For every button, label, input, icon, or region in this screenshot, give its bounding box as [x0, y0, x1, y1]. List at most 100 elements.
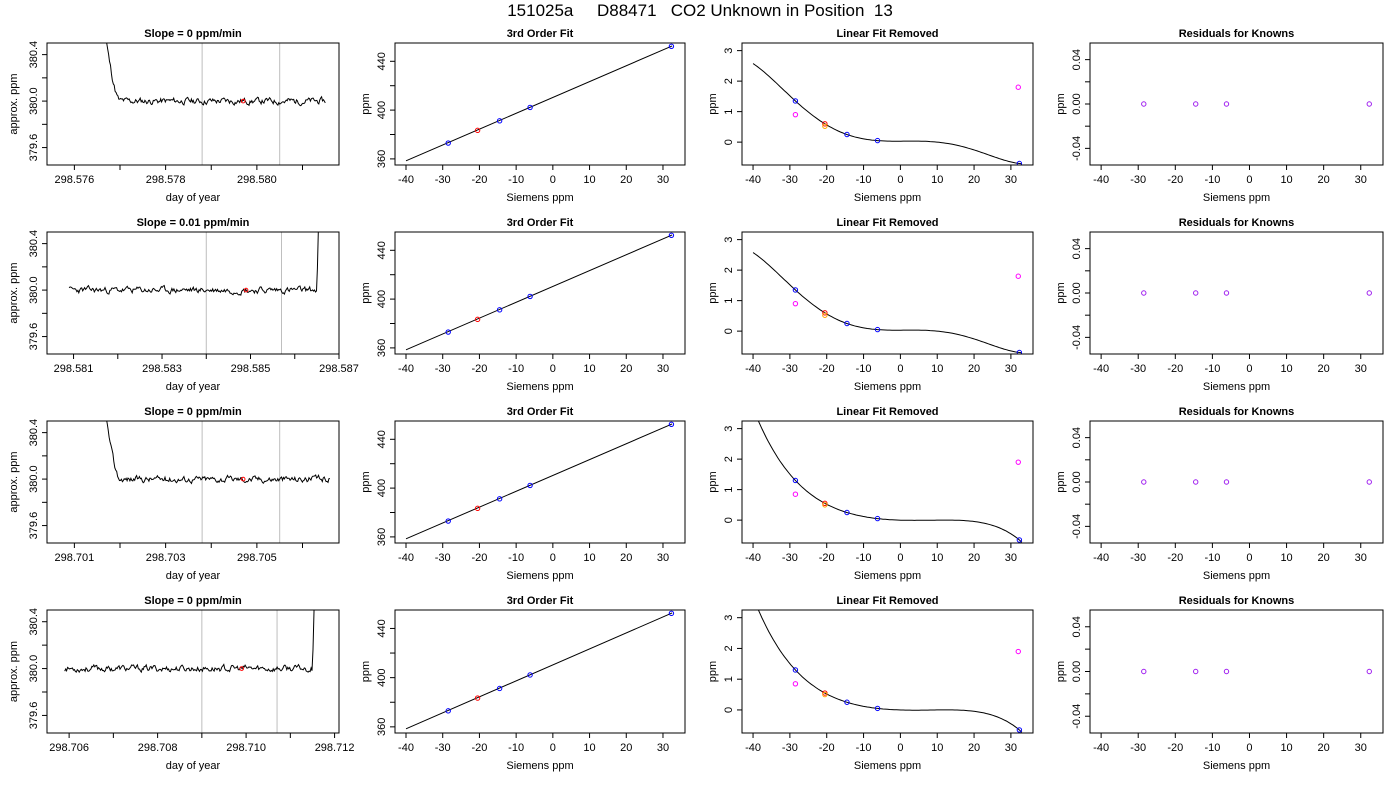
data-point — [1366, 290, 1372, 296]
data-point — [527, 672, 533, 678]
panel-title: Linear Fit Removed — [836, 217, 938, 229]
x-tick-label: -40 — [745, 174, 761, 186]
x-tick-label: -30 — [782, 742, 798, 754]
x-axis-label: Siemens ppm — [854, 760, 921, 772]
x-tick-label: 0 — [897, 552, 903, 564]
x-tick-label: -20 — [819, 552, 835, 564]
data-point — [445, 140, 451, 146]
plot-frame — [394, 420, 686, 544]
x-tick-label: 0 — [897, 363, 903, 375]
x-tick-label: 30 — [1005, 363, 1017, 375]
x-tick-label: -40 — [1093, 742, 1109, 754]
x-tick-label: 298.583 — [142, 363, 182, 375]
x-axis-label: Siemens ppm — [506, 570, 573, 582]
x-tick-label: 298.706 — [49, 742, 89, 754]
data-point — [822, 691, 828, 698]
x-tick-label: -40 — [398, 742, 414, 754]
panel-third-order-fit-row-3: 3rd Order Fit -40 -30 -20 -10 0 10 20 30 Siemens … — [360, 595, 686, 772]
x-tick-label: -20 — [471, 363, 487, 375]
data-point — [474, 695, 481, 701]
y-tick-label: 380.4 — [28, 41, 40, 69]
y-tick-label: 3 — [723, 426, 735, 432]
y-axis-label: ppm — [1055, 93, 1067, 114]
x-tick-label: -30 — [1130, 742, 1146, 754]
y-tick-label: 3 — [723, 237, 735, 243]
data-point — [1016, 160, 1023, 165]
panel-title: Slope = 0 ppm/min — [144, 595, 242, 607]
data-point — [792, 477, 799, 484]
data-point — [474, 505, 481, 512]
panel-time-series-row-2: Slope = 0 ppm/min 298.701 298.703 298.705 da… — [8, 406, 340, 582]
x-tick-label: 30 — [1355, 174, 1367, 186]
x-tick-label: -10 — [856, 552, 872, 564]
panel-title: Linear Fit Removed — [836, 406, 938, 418]
plot-frame — [741, 231, 1034, 355]
x-axis-label: Siemens ppm — [1203, 381, 1270, 393]
data-point — [1141, 479, 1147, 485]
y-axis-label: ppm — [360, 93, 372, 114]
y-tick-label: 0.00 — [1071, 661, 1083, 682]
x-tick-label: -10 — [856, 742, 872, 754]
y-tick-label: 1 — [723, 298, 735, 304]
data-point — [496, 118, 503, 124]
plot-frame — [394, 42, 686, 166]
x-tick-label: 0 — [897, 742, 903, 754]
data-point — [874, 515, 881, 522]
data-point — [844, 320, 850, 327]
y-tick-label: 0 — [723, 517, 735, 523]
plot-frame — [46, 420, 340, 544]
data-point — [792, 300, 799, 307]
y-tick-label: 440 — [376, 241, 388, 259]
data-point — [1015, 459, 1021, 465]
y-tick-label: 400 — [376, 101, 388, 119]
panel-linear-fit-removed-row-2: Linear Fit Removed-40 -30 -20 -10 0 10 20 30Sie… — [707, 406, 1034, 582]
data-point — [527, 482, 533, 489]
x-tick-label: 298.581 — [54, 363, 94, 375]
x-tick-label: -10 — [856, 174, 872, 186]
data-point — [1193, 101, 1199, 107]
data-point — [822, 121, 828, 127]
x-axis-label: Siemens ppm — [506, 192, 573, 204]
data-point — [1016, 727, 1023, 733]
plot-area — [405, 421, 675, 540]
data-point — [1223, 668, 1230, 675]
x-tick-label: 30 — [1005, 742, 1017, 754]
data-point — [445, 708, 451, 714]
x-tick-label: -10 — [856, 363, 872, 375]
y-axis-label: approx. ppm — [8, 262, 20, 323]
x-tick-label: -10 — [508, 174, 524, 186]
x-tick-label: 20 — [968, 363, 980, 375]
x-tick-label: 20 — [1318, 174, 1330, 186]
x-tick-label: 20 — [1318, 742, 1330, 754]
data-point — [1016, 349, 1023, 354]
x-tick-label: 298.585 — [231, 363, 271, 375]
panel-linear-fit-removed-row-3: Linear Fit Removed-40 -30 -20 -10 0 10 20 30Sie… — [707, 595, 1034, 772]
x-tick-label: 0 — [1246, 174, 1252, 186]
x-tick-label: -10 — [1204, 363, 1220, 375]
y-tick-label: 0 — [723, 707, 735, 713]
y-tick-label: 379.6 — [28, 512, 40, 540]
data-point — [1193, 668, 1199, 675]
y-tick-label: 2 — [723, 645, 735, 651]
x-axis-label: day of year — [166, 760, 221, 772]
x-tick-label: -30 — [435, 174, 451, 186]
plot-frame — [741, 609, 1034, 734]
x-tick-label: -40 — [1093, 174, 1109, 186]
concentration-trace — [106, 421, 330, 485]
y-tick-label: 0.00 — [1071, 93, 1083, 114]
x-tick-label: 10 — [1280, 552, 1292, 564]
x-tick-label: -10 — [508, 742, 524, 754]
y-tick-label: -0.04 — [1071, 325, 1083, 350]
plot-frame — [394, 609, 686, 734]
y-tick-label: 379.6 — [28, 702, 40, 730]
panel-residuals-row-3: Residuals for Knowns -40 -30 -20 -10 0 10 20 30 S… — [1055, 595, 1384, 772]
plot-frame — [1089, 609, 1384, 734]
x-tick-label: -40 — [1093, 552, 1109, 564]
plot-frame — [394, 231, 686, 355]
panel-title: Residuals for Knowns — [1179, 217, 1295, 229]
data-point — [874, 326, 881, 333]
x-tick-label: 20 — [620, 174, 632, 186]
panel-title: Slope = 0.01 ppm/min — [137, 217, 250, 229]
y-tick-label: 380.4 — [28, 608, 40, 636]
y-tick-label: 0.04 — [1071, 49, 1083, 70]
